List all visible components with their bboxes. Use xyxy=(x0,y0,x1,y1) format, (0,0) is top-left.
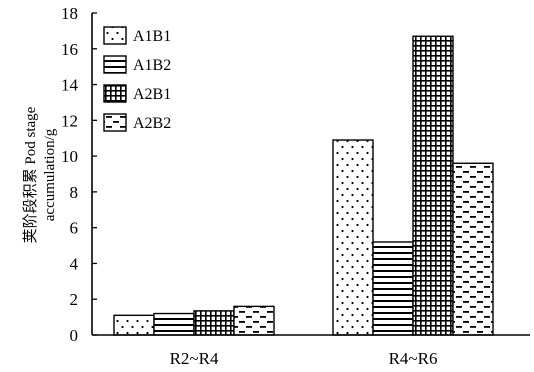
y-tick-label: 16 xyxy=(61,40,78,59)
legend-swatch-a2b2 xyxy=(103,113,127,132)
bar-a1b1-2 xyxy=(332,139,374,336)
y-tick-label: 10 xyxy=(61,147,78,166)
y-tick-label: 8 xyxy=(70,183,79,202)
y-axis-label-line-1: 荚阶段积累 Pod stage xyxy=(22,106,39,243)
x-axis-categories: R2~R4 R4~R6 xyxy=(170,349,438,368)
y-tick-label: 14 xyxy=(61,76,79,95)
y-tick-label: 4 xyxy=(70,254,79,273)
legend-label: A2B1 xyxy=(133,86,171,103)
bar-a1b2-2 xyxy=(372,241,414,336)
bar-a2b1-1 xyxy=(193,310,235,336)
legend-label: A1B2 xyxy=(133,57,171,74)
y-axis-label-line-2: accumulation/g xyxy=(42,128,58,221)
y-tick-label: 18 xyxy=(61,4,78,23)
legend-swatch-a2b1 xyxy=(103,84,127,103)
bar-a2b1-2 xyxy=(412,35,454,336)
y-tick-label: 6 xyxy=(70,219,79,238)
y-axis-ticks: 0 2 4 6 8 10 12 14 16 18 xyxy=(61,4,97,345)
bar-a2b2-2 xyxy=(452,162,494,336)
bar-a1b1-1 xyxy=(113,314,155,336)
bars xyxy=(113,35,494,336)
legend-label: A2B2 xyxy=(133,115,171,132)
legend: A1B1 A1B2 A2B1 A2B2 xyxy=(103,26,171,132)
legend-swatch-a1b1 xyxy=(103,26,127,45)
x-category-label: R2~R4 xyxy=(170,349,219,368)
y-tick-label: 2 xyxy=(70,290,79,309)
bar-a2b2-1 xyxy=(233,305,275,336)
legend-swatch-a1b2 xyxy=(103,55,127,74)
x-category-label: R4~R6 xyxy=(389,349,438,368)
y-tick-label: 12 xyxy=(61,111,78,130)
bar-a1b2-1 xyxy=(153,312,195,336)
legend-label: A1B1 xyxy=(133,28,171,45)
y-tick-label: 0 xyxy=(70,326,79,345)
